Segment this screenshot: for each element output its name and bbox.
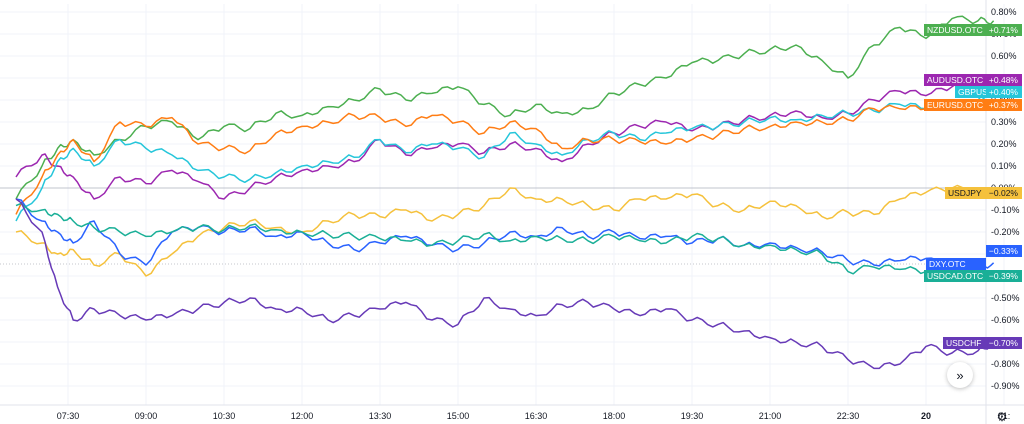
y-tick-label: 0.80% — [991, 7, 1017, 17]
x-tick-label: 21:00 — [759, 411, 782, 421]
price-tag-audusd-otc: AUDUSD.OTC +0.48% — [924, 74, 1022, 86]
series-name-label: USDJPY — [948, 188, 982, 198]
y-tick-label: -0.80% — [991, 359, 1020, 369]
x-tick-label: 22:30 — [837, 411, 860, 421]
x-tick-label: 15:00 — [447, 411, 470, 421]
y-tick-label: 0.10% — [991, 161, 1017, 171]
series-name-label: USDCHF — [946, 338, 981, 348]
series-name-label: DXY.OTC — [929, 259, 966, 269]
series-value-label: −0.02% — [989, 188, 1019, 198]
double-chevron-right-icon: » — [956, 367, 964, 383]
y-tick-label: -0.10% — [991, 205, 1020, 215]
series-value-label: +0.48% — [989, 75, 1019, 85]
series-value-label: +0.37% — [989, 100, 1019, 110]
y-tick-label: 0.20% — [991, 139, 1017, 149]
series-lines — [15, 15, 995, 370]
price-tag-gbpusd: GBPUSD+0.40% — [955, 86, 1022, 98]
x-tick-label: 01: — [998, 411, 1011, 421]
series-name-box — [924, 270, 986, 282]
price-tags: NZDUSD.OTC +0.71%AUDUSD.OTC +0.48%GBPUSD+0… — [924, 24, 1022, 349]
series-line-usdchf — [15, 198, 995, 370]
series-value-box — [986, 187, 1022, 199]
price-tag-eurusd-otc: EURUSD.OTC +0.37% — [924, 99, 1022, 111]
x-tick-label: 16:30 — [525, 411, 548, 421]
series-name-label: NZDUSD.OTC — [927, 25, 983, 35]
price-tag-usdchf: USDCHF −0.70% — [943, 337, 1022, 349]
price-tag-usdcad-otc: USDCAD.OTC −0.39% — [924, 270, 1022, 282]
y-tick-label: 0.60% — [991, 51, 1017, 61]
price-tag-usdjpy: USDJPY −0.02% — [945, 187, 1022, 199]
series-name-box — [926, 258, 986, 270]
series-name-box — [943, 337, 986, 349]
x-tick-label: 18:00 — [603, 411, 626, 421]
series-name-label: USDCAD.OTC — [927, 271, 983, 281]
price-tag-dxy-otc: −0.33% DXY.OTC — [926, 245, 1022, 270]
series-value-box — [986, 99, 1022, 111]
x-tick-label: 10:30 — [213, 411, 236, 421]
series-name-box — [945, 187, 986, 199]
series-value-box — [986, 245, 1022, 257]
series-value-box — [986, 24, 1022, 36]
series-line-usdjpy — [15, 184, 995, 277]
series-value-label: +0.71% — [989, 25, 1019, 35]
series-line-eurusd-otc — [15, 100, 995, 215]
price-tag-nzdusd-otc: NZDUSD.OTC +0.71% — [924, 24, 1022, 36]
settings-gear-icon[interactable]: ⚙ — [996, 410, 1008, 424]
series-name-box — [924, 24, 986, 36]
x-axis: 07:30 09:00 10:30 12:00 13:30 15:00 16:30 18:00… — [57, 411, 1011, 421]
series-name-label: GBPUSD — [958, 87, 994, 97]
series-value-box — [986, 86, 1022, 98]
y-tick-label: -0.50% — [991, 293, 1020, 303]
x-tick-label: 12:00 — [291, 411, 314, 421]
series-line-nzdusd-otc — [15, 15, 995, 200]
series-name-label: EURUSD.OTC — [927, 100, 983, 110]
y-tick-label: -0.20% — [991, 227, 1020, 237]
x-tick-label: 09:00 — [135, 411, 158, 421]
series-name-label: AUDUSD.OTC — [927, 75, 983, 85]
y-tick-label: 0.30% — [991, 117, 1017, 127]
y-tick-label: -0.90% — [991, 381, 1020, 391]
series-name-box — [955, 86, 986, 98]
x-tick-label: 19:30 — [681, 411, 704, 421]
series-name-box — [924, 99, 986, 111]
series-value-box — [986, 74, 1022, 86]
scroll-to-realtime-button[interactable]: » — [947, 362, 973, 388]
series-value-label: −0.33% — [989, 246, 1019, 256]
series-value-label: −0.39% — [989, 271, 1019, 281]
x-tick-label: 13:30 — [369, 411, 392, 421]
y-tick-label: -0.60% — [991, 315, 1020, 325]
series-line-usdcad-otc — [15, 202, 995, 282]
series-name-box — [924, 74, 986, 86]
series-line-audusd-otc — [15, 78, 995, 200]
series-value-box — [986, 270, 1022, 282]
x-tick-label: 07:30 — [57, 411, 80, 421]
series-value-box — [986, 337, 1022, 349]
series-line-gbpusd — [15, 95, 995, 222]
x-tick-label: 20 — [921, 411, 931, 421]
series-value-label: +0.40% — [989, 87, 1019, 97]
series-value-label: −0.70% — [989, 338, 1019, 348]
